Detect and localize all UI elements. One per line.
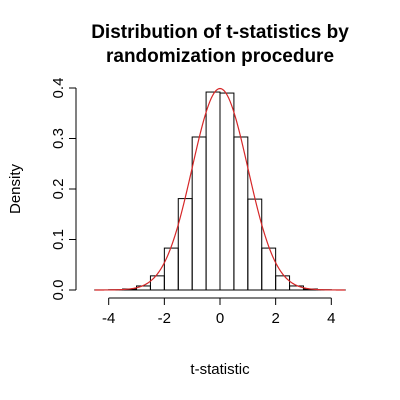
histogram-bar-3 [137, 286, 151, 290]
y-axis: 0.0 0.1 0.2 0.3 0.4 [50, 78, 76, 301]
x-tick-label-0: -4 [102, 310, 115, 327]
chart-title-line-2: randomization procedure [106, 46, 334, 67]
histogram-bar-5 [164, 248, 178, 290]
histogram-bars [95, 92, 345, 290]
x-tick-label-1: -2 [158, 310, 171, 327]
histogram-bar-11 [248, 199, 262, 290]
chart-title-line-1: Distribution of t-statistics by [91, 22, 349, 43]
y-tick-label-2: 0.2 [50, 179, 67, 200]
histogram-bar-14 [290, 286, 304, 290]
x-axis: -4 -2 0 2 4 [102, 298, 335, 327]
y-axis-label: Density [7, 163, 24, 214]
histogram-bar-6 [178, 199, 192, 290]
y-tick-label-3: 0.3 [50, 128, 67, 149]
x-tick-label-4: 4 [327, 310, 335, 327]
y-tick-label-0: 0.0 [50, 280, 67, 301]
x-axis-label: t-statistic [190, 361, 250, 378]
histogram-bar-4 [150, 276, 164, 290]
y-tick-label-1: 0.1 [50, 229, 67, 250]
histogram-bar-13 [276, 276, 290, 290]
histogram-bar-8 [206, 92, 220, 290]
x-tick-label-2: 0 [216, 310, 224, 327]
histogram-bar-9 [220, 93, 234, 290]
y-tick-label-4: 0.4 [50, 78, 67, 99]
x-tick-label-3: 2 [271, 310, 279, 327]
histogram-bar-12 [262, 248, 276, 290]
